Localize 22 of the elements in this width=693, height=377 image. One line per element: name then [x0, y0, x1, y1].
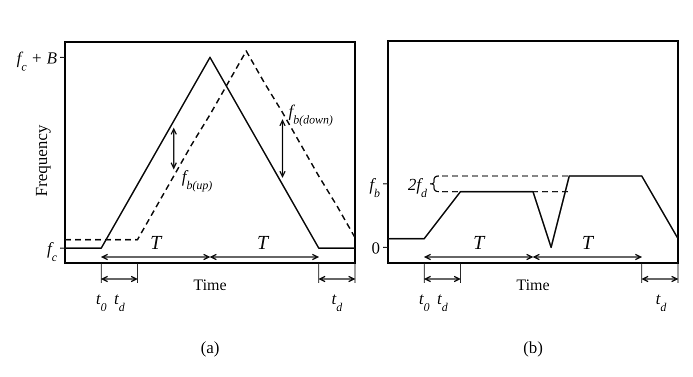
annotation: 2f$_{d}$ — [408, 174, 428, 200]
text: t$_{d}$ — [656, 289, 666, 314]
text: t$_{d}$ — [437, 289, 448, 314]
text: 0 — [372, 238, 380, 258]
text: t$_{d}$ — [114, 289, 125, 314]
annotation: T — [257, 232, 270, 254]
x-axis-title: Time — [193, 277, 227, 294]
annotation: T — [582, 232, 595, 254]
text: f$_{c}$ — [46, 239, 58, 264]
annotation: T — [150, 232, 164, 254]
annotation: f$_{b(down)}$ — [288, 101, 333, 126]
text: t$_{d}$ — [332, 289, 342, 314]
annotation: T — [473, 232, 486, 254]
text: f$_{b}$ — [369, 174, 380, 200]
y-axis-title: Frequency — [32, 124, 51, 196]
text: t$_{0}$ — [418, 289, 430, 314]
annotation: f$_{b(up)}$ — [182, 167, 212, 192]
text: (b) — [523, 338, 543, 357]
text: t$_{0}$ — [96, 289, 107, 314]
x-axis-title: Time — [516, 277, 550, 294]
text: (a) — [200, 338, 220, 357]
text: f$_{c}$ + B — [16, 48, 58, 74]
